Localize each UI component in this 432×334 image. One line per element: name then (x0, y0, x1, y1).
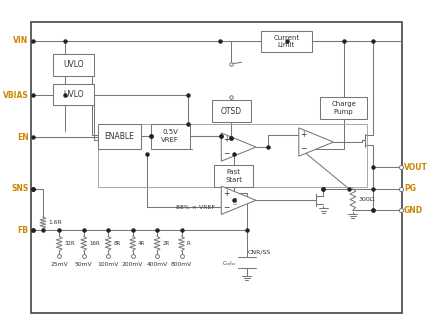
Text: ENABLE: ENABLE (105, 132, 134, 141)
Text: 100mV: 100mV (98, 262, 119, 267)
Text: UVLO: UVLO (63, 90, 84, 99)
Text: 2R: 2R (162, 241, 170, 246)
Text: FB: FB (18, 226, 29, 235)
Bar (98, 124, 141, 149)
Text: GND: GND (404, 206, 423, 215)
Polygon shape (299, 128, 334, 156)
Bar (212, 101, 251, 122)
Text: VOUT: VOUT (404, 163, 428, 171)
Text: 50mV: 50mV (75, 262, 92, 267)
Bar (261, 31, 312, 52)
Text: ⧖: ⧖ (232, 197, 237, 203)
Bar (320, 97, 367, 119)
Text: 88% × VREF: 88% × VREF (176, 205, 215, 210)
Text: 25mV: 25mV (51, 262, 68, 267)
Text: −: − (223, 150, 229, 159)
Bar (53, 84, 94, 106)
Text: Current
Limit: Current Limit (273, 35, 300, 48)
Text: Cₙₙ/ₛₛ: Cₙₙ/ₛₛ (222, 260, 236, 265)
Text: EN: EN (17, 133, 29, 142)
Text: 300Ω: 300Ω (358, 197, 375, 202)
Text: +: + (301, 131, 307, 140)
Text: VIN: VIN (13, 36, 29, 45)
Text: 1.6R: 1.6R (48, 220, 62, 225)
Text: Fast
Start: Fast Start (225, 169, 242, 183)
Bar (214, 165, 253, 187)
Text: +: + (223, 136, 229, 145)
Polygon shape (221, 186, 256, 214)
Bar (151, 124, 190, 149)
Text: VBIAS: VBIAS (3, 91, 29, 100)
Text: R: R (187, 241, 191, 246)
Text: 8R: 8R (114, 241, 121, 246)
Text: 0.5V
VREF: 0.5V VREF (162, 130, 179, 143)
Text: −: − (223, 203, 229, 212)
Bar (98, 124, 367, 187)
Text: 400mV: 400mV (146, 262, 168, 267)
Text: UVLO: UVLO (63, 60, 84, 69)
Text: 200mV: 200mV (122, 262, 143, 267)
Text: CNR/SS: CNR/SS (248, 250, 271, 255)
Polygon shape (221, 133, 256, 161)
Text: 32R: 32R (64, 241, 75, 246)
Bar (31, 22, 402, 313)
Text: 800mV: 800mV (171, 262, 192, 267)
Text: Charge
Pump: Charge Pump (331, 101, 356, 115)
Text: 4R: 4R (138, 241, 145, 246)
Text: +: + (223, 189, 229, 198)
Text: PG: PG (404, 184, 416, 193)
Text: 16R: 16R (89, 241, 100, 246)
Text: OTSD: OTSD (221, 107, 242, 116)
Bar (53, 54, 94, 75)
Text: −: − (301, 145, 307, 154)
Text: SNS: SNS (11, 184, 29, 193)
